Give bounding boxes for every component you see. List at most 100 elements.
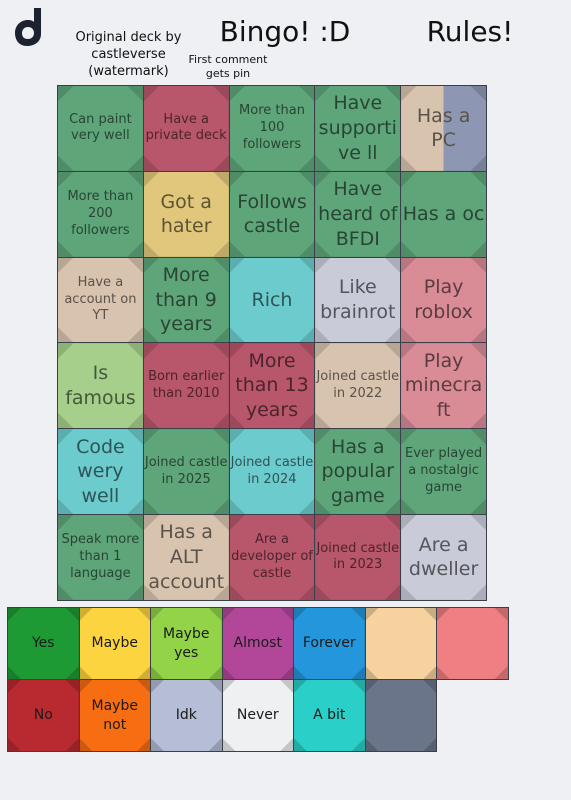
- cell-face: [143, 343, 229, 429]
- cell-text: Have supportive ll: [318, 92, 397, 164]
- legend-face: [365, 608, 436, 679]
- bingo-cell[interactable]: Joined castle in 2022: [314, 342, 402, 430]
- bingo-cell[interactable]: Joined castle in 2024: [228, 428, 316, 515]
- cell-text: More than 200 followers: [67, 188, 134, 238]
- cell-face: [229, 429, 315, 514]
- cell-text: Joined castle in 2023: [316, 540, 400, 573]
- legend-face: [79, 680, 150, 751]
- legend-item: Almost: [221, 607, 294, 680]
- cell-text: Code wery well: [76, 435, 125, 507]
- legend-item: Maybe: [78, 607, 151, 680]
- cell-face: [229, 171, 315, 257]
- legend-item: [364, 679, 437, 752]
- legend-face: [8, 608, 79, 679]
- cell-text: Follows castle: [237, 190, 307, 238]
- cell-text: Is famous: [65, 362, 136, 409]
- cell-text: More than 100 followers: [239, 103, 305, 152]
- cell-face: [58, 86, 143, 171]
- legend-item: Never: [221, 679, 294, 752]
- bingo-cell[interactable]: Joined castle in 2025: [142, 428, 230, 515]
- legend-label: Yes: [31, 635, 55, 652]
- cell-face: [58, 257, 143, 343]
- legend-item: Idk: [150, 679, 223, 752]
- cell-face: [315, 429, 401, 514]
- cell-face: [401, 515, 486, 600]
- cell-text: Born earlier than 2010: [148, 368, 225, 401]
- bingo-cell[interactable]: Has a ALT account: [142, 514, 230, 601]
- cell-face: [401, 257, 486, 343]
- bingo-cell[interactable]: Have a account on YT: [57, 256, 144, 344]
- legend-label: Maybe: [91, 635, 138, 652]
- legend-face: [151, 608, 222, 679]
- cell-face: [315, 515, 401, 600]
- bingo-cell[interactable]: Like brainrot: [314, 256, 402, 344]
- pin-note: First comment gets pin: [188, 53, 268, 81]
- cell-face: [401, 429, 486, 514]
- cell-face: [58, 429, 143, 514]
- legend-item: Maybe not: [78, 679, 151, 752]
- cell-text: Got a hater: [160, 190, 212, 238]
- cell-face: [143, 429, 229, 514]
- bingo-cell[interactable]: Is famous: [57, 342, 144, 430]
- cell-text: Can paint very well: [69, 111, 132, 144]
- cell-text: Have a account on YT: [64, 274, 137, 324]
- cell-text: Like brainrot: [320, 276, 396, 323]
- legend-face: [222, 608, 293, 679]
- bingo-cell[interactable]: Has a popular game: [314, 428, 402, 515]
- legend-label: A bit: [313, 707, 346, 724]
- bingo-cell[interactable]: Have supportive ll: [314, 85, 402, 172]
- cell-face: [58, 515, 143, 600]
- legend-item: A bit: [293, 679, 366, 752]
- cell-text: Have heard of BFDI: [318, 178, 398, 250]
- cell-text: Play roblox: [414, 276, 473, 323]
- bingo-cell[interactable]: Can paint very well: [57, 85, 144, 172]
- cell-face: [229, 86, 315, 171]
- bingo-cell[interactable]: More than 9 years: [142, 256, 230, 344]
- cell-text: Are a developer of castle: [231, 532, 313, 581]
- legend-face: [365, 680, 436, 751]
- cell-text: Play minecraft: [404, 349, 483, 422]
- bingo-cell[interactable]: Joined castle in 2023: [314, 514, 402, 601]
- bingo-cell[interactable]: Rich: [228, 256, 316, 344]
- bingo-cell[interactable]: Are a developer of castle: [228, 514, 316, 601]
- bingo-cell[interactable]: More than 100 followers: [228, 85, 316, 172]
- bingo-cell[interactable]: Ever played a nostalgic game: [400, 428, 487, 515]
- bingo-cell[interactable]: Has a oc: [400, 170, 487, 258]
- cell-face: [143, 86, 229, 171]
- cell-text: Has a oc: [402, 202, 485, 225]
- legend-item: [436, 607, 509, 680]
- cell-text: Has a ALT account: [148, 521, 225, 593]
- bingo-cell[interactable]: Have a private deck: [142, 85, 230, 172]
- cell-face: [143, 257, 229, 343]
- cell-text: More than 13 years: [235, 349, 309, 422]
- legend-face: [222, 680, 293, 751]
- deck-credit: Original deck by castleverse (watermark): [75, 30, 182, 79]
- bingo-cell[interactable]: Speak more than 1 language: [57, 514, 144, 601]
- bingo-cell[interactable]: Born earlier than 2010: [142, 342, 230, 430]
- bingo-cell[interactable]: Follows castle: [228, 170, 316, 258]
- cell-face: [58, 343, 143, 429]
- legend-face: [294, 680, 365, 751]
- cell-text: Joined castle in 2025: [144, 454, 228, 487]
- bingo-cell[interactable]: Play minecraft: [400, 342, 487, 430]
- cell-face: [315, 257, 401, 343]
- bingo-cell[interactable]: More than 13 years: [228, 342, 316, 430]
- rules-heading: Rules!: [426, 15, 514, 48]
- bingo-cell[interactable]: Has a PC: [400, 85, 487, 172]
- legend-face: [151, 680, 222, 751]
- bingo-cell[interactable]: Are a dweller: [400, 514, 487, 601]
- cell-text: Ever played a nostalgic game: [405, 446, 483, 496]
- legend-label: Maybe yes: [163, 626, 210, 661]
- bingo-cell[interactable]: Code wery well: [57, 428, 144, 515]
- cell-text: Joined castle in 2022: [316, 368, 400, 401]
- cell-text: More than 9 years: [155, 263, 217, 336]
- cell-text: Joined castle in 2024: [230, 454, 314, 487]
- bingo-cell[interactable]: Have heard of BFDI: [314, 170, 402, 258]
- bingo-cell[interactable]: More than 200 followers: [57, 170, 144, 258]
- title: Bingo! :D: [219, 15, 351, 48]
- bingo-cell[interactable]: Got a hater: [142, 170, 230, 258]
- cell-face: [143, 171, 229, 257]
- legend-label: Forever: [302, 635, 356, 652]
- bingo-cell[interactable]: Play roblox: [400, 256, 487, 344]
